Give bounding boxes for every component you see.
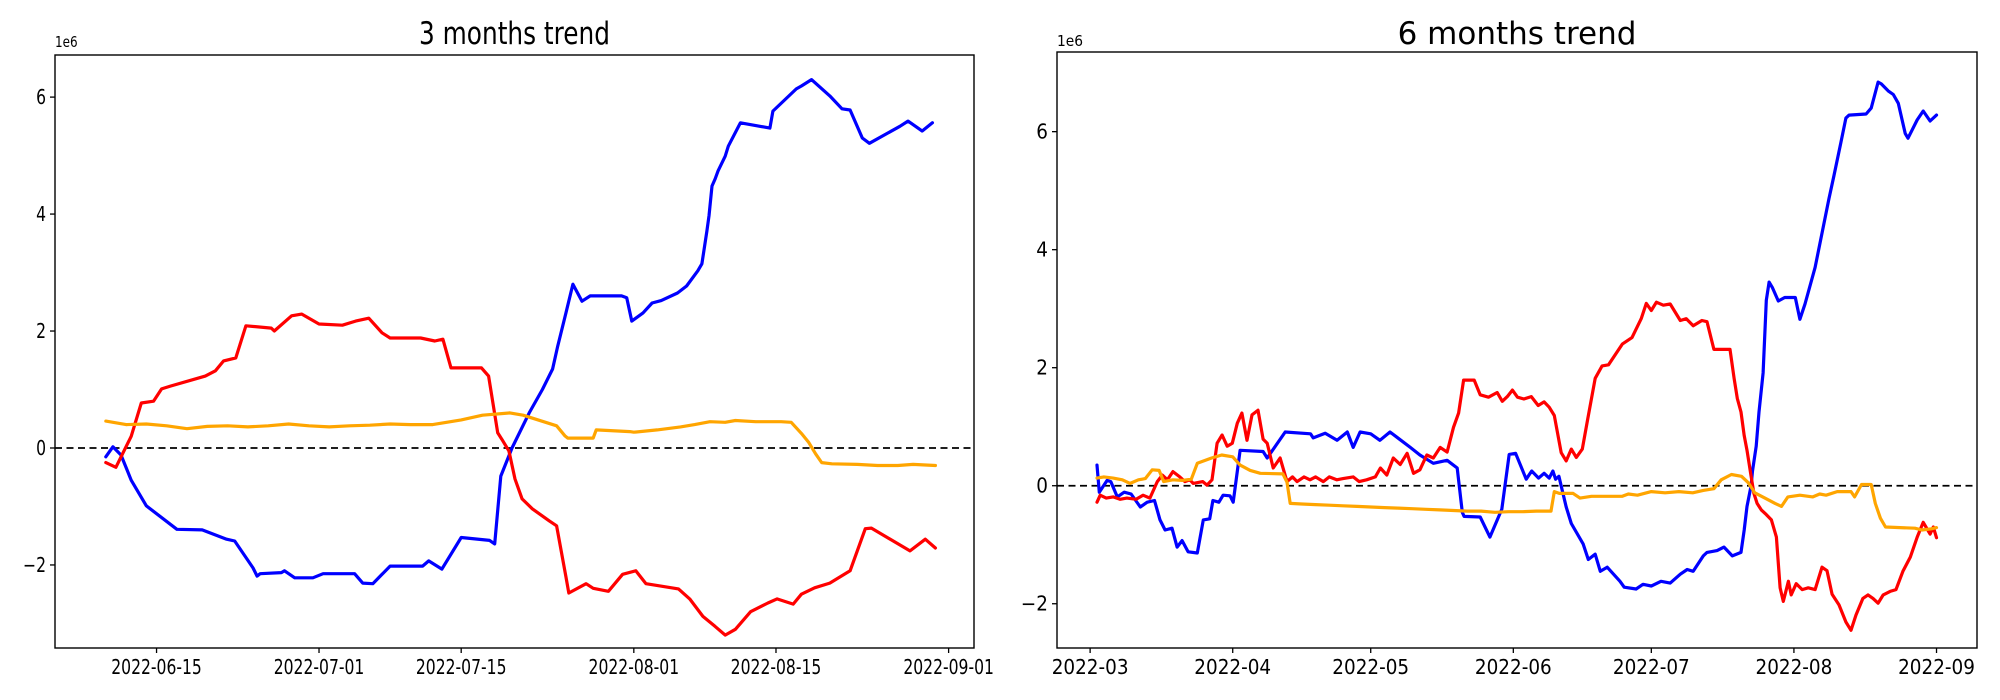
chart-3-months-trend: 3 months trend 1e6 2022-06-15 2022-07-01 2… <box>23 15 994 679</box>
y-tick-label: −2 <box>23 554 46 577</box>
x-tick-label: 2022-07-15 <box>416 656 507 679</box>
axes-layer: 2022-03 2022-04 2022-05 2022-06 2022-07 2022-… <box>1021 120 1977 679</box>
axis-offset-label: 1e6 <box>55 34 78 52</box>
y-tick-label: 2 <box>36 320 46 343</box>
x-tick-label: 2022-08-15 <box>731 656 822 679</box>
y-tick-label: 2 <box>1036 356 1048 380</box>
series-red-line <box>1095 300 1939 632</box>
series-layer <box>104 77 938 637</box>
series-orange-line <box>1095 453 1939 532</box>
axes-layer: 2022-06-15 2022-07-01 2022-07-15 2022-08-01… <box>23 86 994 679</box>
x-tick-label: 2022-08-01 <box>589 656 680 679</box>
chart-title: 6 months trend <box>1398 16 1637 52</box>
x-tick-label: 2022-05 <box>1332 655 1409 679</box>
series-red-line <box>104 312 938 637</box>
axis-offset-label: 1e6 <box>1057 34 1083 51</box>
x-tick-label: 2022-06-15 <box>111 656 202 679</box>
y-tick-label: 0 <box>36 437 46 460</box>
plot-area <box>1056 51 1978 649</box>
x-tick-label: 2022-09-01 <box>903 656 994 679</box>
chart-title: 3 months trend <box>419 15 610 51</box>
x-tick-label: 2022-07-01 <box>274 656 365 679</box>
y-tick-label: 4 <box>36 203 46 226</box>
x-tick-label: 2022-04 <box>1194 655 1271 679</box>
x-tick-label: 2022-08 <box>1756 655 1833 679</box>
y-tick-label: 6 <box>36 86 46 109</box>
y-tick-label: −2 <box>1021 592 1048 616</box>
y-tick-label: 6 <box>1036 120 1048 144</box>
x-tick-label: 2022-07 <box>1613 655 1690 679</box>
y-tick-label: 4 <box>1036 238 1048 262</box>
x-tick-label: 2022-03 <box>1052 655 1129 679</box>
series-blue-line <box>104 77 935 586</box>
y-tick-label: 0 <box>1036 474 1048 498</box>
plot-area <box>54 54 975 649</box>
series-orange-line <box>104 411 938 468</box>
x-tick-label: 2022-09 <box>1898 655 1975 679</box>
series-layer <box>1095 80 1939 632</box>
chart-6-months-trend: 6 months trend 1e6 2022-03 2022-04 2022-05… <box>1021 16 1978 679</box>
series-blue-line <box>1095 80 1939 591</box>
x-tick-label: 2022-06 <box>1475 655 1552 679</box>
